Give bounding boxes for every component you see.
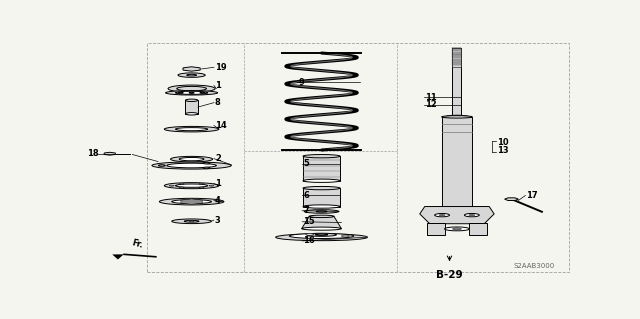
Text: 3: 3 (215, 216, 221, 225)
Ellipse shape (199, 183, 204, 184)
Ellipse shape (167, 163, 216, 168)
Ellipse shape (166, 91, 218, 95)
Ellipse shape (439, 214, 445, 216)
Text: 6: 6 (303, 191, 309, 200)
Ellipse shape (164, 182, 219, 189)
Ellipse shape (175, 184, 208, 187)
Ellipse shape (341, 235, 349, 237)
Text: 18: 18 (88, 149, 99, 158)
Ellipse shape (168, 85, 215, 92)
Ellipse shape (170, 156, 212, 162)
Text: 15: 15 (303, 217, 315, 226)
Polygon shape (469, 223, 487, 235)
Text: 1: 1 (215, 179, 221, 188)
Ellipse shape (209, 185, 214, 186)
Ellipse shape (164, 126, 219, 132)
Ellipse shape (189, 92, 194, 93)
Ellipse shape (186, 99, 198, 101)
Ellipse shape (177, 86, 207, 91)
Polygon shape (112, 254, 124, 259)
Ellipse shape (469, 214, 475, 216)
Ellipse shape (203, 167, 210, 169)
Text: 1: 1 (215, 81, 221, 90)
Ellipse shape (199, 187, 204, 188)
Ellipse shape (172, 219, 211, 224)
Polygon shape (420, 206, 494, 224)
Ellipse shape (203, 162, 210, 164)
Polygon shape (104, 152, 115, 155)
Bar (445, 117, 469, 123)
Ellipse shape (445, 227, 469, 231)
Text: 9: 9 (298, 78, 304, 87)
Ellipse shape (189, 221, 194, 222)
Text: 7: 7 (303, 206, 309, 215)
Ellipse shape (158, 165, 165, 166)
Ellipse shape (304, 210, 339, 213)
Ellipse shape (276, 234, 367, 241)
Ellipse shape (169, 185, 174, 186)
Ellipse shape (301, 227, 341, 230)
Polygon shape (181, 199, 202, 204)
Ellipse shape (172, 200, 211, 204)
Ellipse shape (289, 234, 354, 239)
Text: S2AAB3000: S2AAB3000 (514, 263, 556, 269)
Text: 8: 8 (215, 98, 221, 107)
Ellipse shape (445, 115, 469, 119)
Text: 19: 19 (215, 63, 227, 72)
Ellipse shape (178, 92, 183, 93)
Ellipse shape (445, 122, 469, 124)
Ellipse shape (306, 237, 314, 239)
Text: 2: 2 (215, 154, 221, 163)
Text: 13: 13 (497, 145, 508, 154)
Polygon shape (504, 198, 518, 201)
Ellipse shape (452, 228, 461, 230)
Ellipse shape (179, 158, 204, 161)
Ellipse shape (307, 233, 337, 236)
Text: 11: 11 (425, 93, 436, 102)
Ellipse shape (175, 128, 208, 131)
Ellipse shape (316, 211, 327, 212)
Ellipse shape (306, 234, 314, 235)
Bar (186, 100, 198, 114)
Polygon shape (428, 223, 445, 235)
Ellipse shape (309, 215, 334, 218)
Text: 12: 12 (425, 100, 436, 109)
Ellipse shape (303, 154, 340, 158)
Ellipse shape (303, 205, 340, 208)
Ellipse shape (178, 73, 205, 77)
Ellipse shape (187, 74, 196, 76)
Ellipse shape (435, 213, 449, 217)
Polygon shape (301, 216, 341, 229)
Ellipse shape (303, 179, 340, 182)
Bar (452, 48, 461, 117)
Ellipse shape (159, 198, 224, 205)
Text: 16: 16 (303, 236, 315, 245)
Ellipse shape (186, 113, 198, 115)
Text: 5: 5 (303, 159, 309, 168)
Text: 4: 4 (215, 196, 221, 205)
Ellipse shape (316, 234, 328, 235)
Ellipse shape (200, 92, 205, 93)
Text: 17: 17 (527, 191, 538, 200)
Bar (147, 43, 568, 272)
Ellipse shape (175, 91, 208, 94)
Ellipse shape (179, 183, 184, 184)
Text: Fr.: Fr. (131, 238, 145, 250)
Polygon shape (183, 67, 200, 71)
Text: B-29: B-29 (436, 271, 463, 280)
Bar (303, 188, 340, 206)
Bar (442, 117, 472, 208)
Ellipse shape (303, 187, 340, 190)
Text: 10: 10 (497, 138, 508, 147)
Ellipse shape (442, 116, 472, 118)
Ellipse shape (465, 213, 479, 217)
Ellipse shape (152, 162, 231, 169)
Ellipse shape (179, 187, 184, 188)
Bar (452, 48, 461, 67)
Text: 14: 14 (215, 121, 227, 130)
Bar (303, 156, 340, 181)
Ellipse shape (184, 220, 199, 222)
